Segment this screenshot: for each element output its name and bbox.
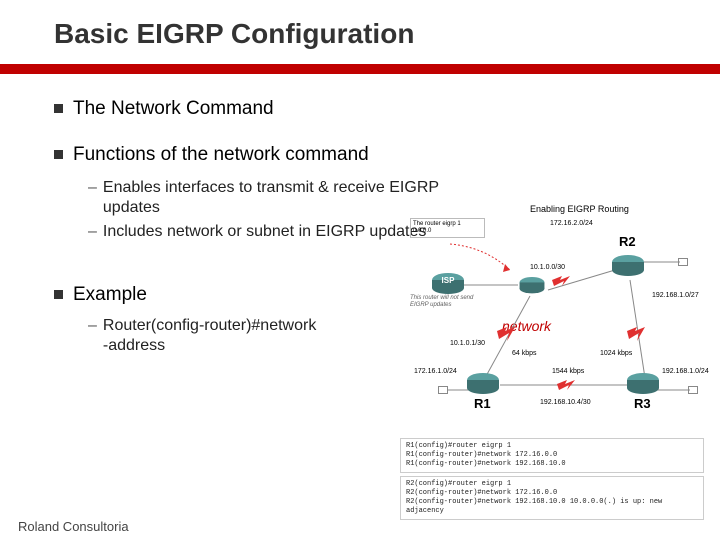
router-r3-icon xyxy=(625,370,661,394)
stub-box xyxy=(678,258,688,266)
ip-label: 172.16.1.0/24 xyxy=(414,368,457,375)
note2-l1: This router will not send xyxy=(410,295,490,302)
cli-line: R2(config-router)#network 192.168.10.0 1… xyxy=(406,498,698,516)
bullet-text: The Network Command xyxy=(73,98,274,120)
ip-label: 10.1.0.1/30 xyxy=(450,340,485,347)
cmd-line1: Router(config-router)#network xyxy=(103,317,316,334)
router-r2-icon xyxy=(610,252,646,276)
ip-label: 192.168.1.0/24 xyxy=(662,368,709,375)
dash-bullet-icon: – xyxy=(88,222,97,242)
ip-label: 10.1.0.0/30 xyxy=(530,264,565,271)
ip-label: 172.16.2.0/24 xyxy=(550,220,593,227)
cmd-line2: -address xyxy=(103,337,165,354)
slide-title: Basic EIGRP Configuration xyxy=(54,18,414,50)
bullet-functions: Functions of the network command xyxy=(54,144,369,166)
bullet-text: Example xyxy=(73,284,147,306)
cli-line: R2(config-router)#network 172.16.0.0 xyxy=(406,489,698,498)
topology-diagram: Enabling EIGRP Routing The router eigrp … xyxy=(400,200,710,440)
note-l1: The router eigrp 1 xyxy=(413,221,482,228)
ip-label: 192.168.1.0/27 xyxy=(652,292,699,299)
cli-box-r1: R1(config)#router eigrp 1 R1(config-rout… xyxy=(400,438,704,473)
ip-label: 192.168.10.4/30 xyxy=(540,399,591,406)
note2-l2: EIGRP updates xyxy=(410,302,490,309)
flash-icon xyxy=(550,274,572,288)
flash-icon xyxy=(495,325,517,343)
router-r1-icon xyxy=(465,370,501,394)
r1-label: R1 xyxy=(474,396,491,411)
bullet-example: Example xyxy=(54,284,147,306)
router-mid-icon xyxy=(518,274,546,294)
square-bullet-icon xyxy=(54,104,63,113)
square-bullet-icon xyxy=(54,290,63,299)
cli-line: R1(config-router)#network 192.168.10.0 xyxy=(406,460,698,469)
note-l2: 0.0.0.0 xyxy=(413,228,482,235)
bullet-network-command: The Network Command xyxy=(54,98,274,120)
square-bullet-icon xyxy=(54,150,63,159)
bw-label: 1024 kbps xyxy=(600,350,632,357)
cli-line: R2(config)#router eigrp 1 xyxy=(406,480,698,489)
subbullet-router-cmd: – Router(config-router)#network -address xyxy=(88,316,388,356)
stub-box xyxy=(438,386,448,394)
cli-box-r2: R2(config)#router eigrp 1 R2(config-rout… xyxy=(400,476,704,520)
footer-text: Roland Consultoria xyxy=(18,519,129,534)
diagram-note2: This router will not send EIGRP updates xyxy=(410,295,490,309)
cli-line: R1(config)#router eigrp 1 xyxy=(406,442,698,451)
stub-box xyxy=(688,386,698,394)
flash-icon xyxy=(555,378,577,392)
note-arrow xyxy=(445,242,525,282)
slide: Basic EIGRP Configuration The Network Co… xyxy=(0,0,720,540)
diagram-note: The router eigrp 1 0.0.0.0 xyxy=(410,218,485,238)
cli-line: R1(config-router)#network 172.16.0.0 xyxy=(406,451,698,460)
bullet-text: Functions of the network command xyxy=(73,144,369,166)
dash-bullet-icon: – xyxy=(88,178,97,198)
dash-bullet-icon: – xyxy=(88,316,97,336)
subbullet-includes: – Includes network or subnet in EIGRP up… xyxy=(88,222,428,242)
r2-label: R2 xyxy=(619,234,636,249)
flash-icon xyxy=(625,325,647,343)
subbullet-text: Router(config-router)#network -address xyxy=(103,316,316,356)
title-underline xyxy=(0,64,720,74)
subbullet-text: Includes network or subnet in EIGRP upda… xyxy=(103,222,426,242)
bw-label: 64 kbps xyxy=(512,350,537,357)
bw-label: 1544 kbps xyxy=(552,368,584,375)
r3-label: R3 xyxy=(634,396,651,411)
